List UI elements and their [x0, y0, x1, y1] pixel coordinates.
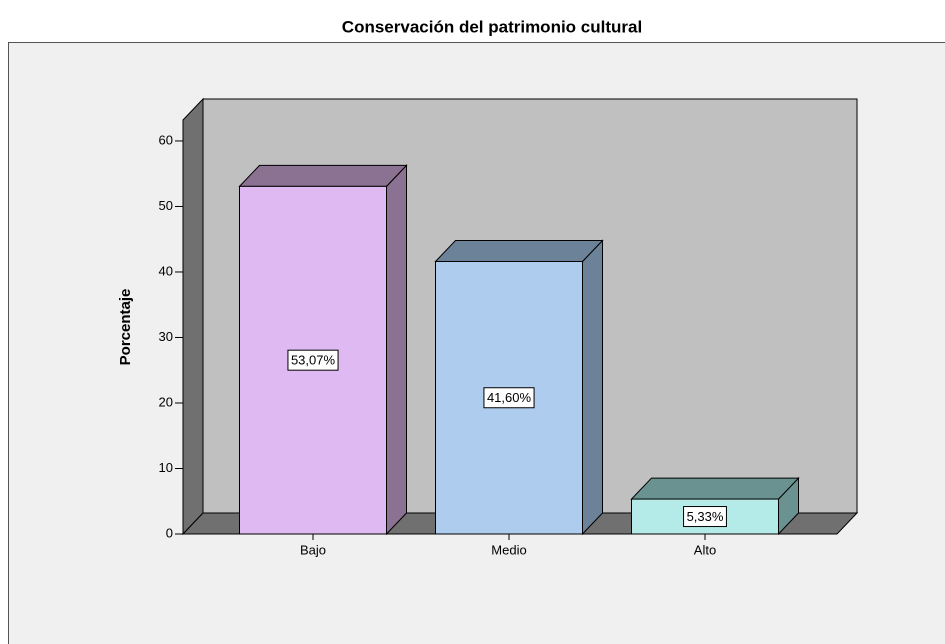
y-tick-label: 10 [159, 460, 173, 475]
bar-side [582, 239, 603, 536]
value-label-box [287, 349, 339, 371]
left-wall [182, 97, 204, 536]
bar-side [386, 164, 407, 536]
value-label-box [483, 387, 535, 409]
x-tick-label: Bajo [300, 542, 326, 557]
y-tick-label: 0 [166, 525, 173, 540]
y-tick-label: 20 [159, 394, 173, 409]
y-axis-title: Porcentaje [117, 289, 134, 366]
value-label: 53,07% [291, 353, 336, 368]
chart-title: Conservación del patrimonio cultural [342, 17, 642, 36]
y-tick-label: 30 [159, 329, 173, 344]
bar-top [630, 477, 800, 500]
x-tick-label: Alto [694, 542, 716, 557]
value-label: 5,33% [687, 509, 724, 524]
y-tick-label: 40 [159, 263, 173, 278]
value-label: 41,60% [487, 390, 532, 405]
x-tick-label: Medio [491, 542, 526, 557]
value-label-box [683, 506, 727, 528]
y-tick-label: 50 [159, 198, 173, 213]
bar-top [238, 164, 408, 187]
y-tick-label: 60 [159, 132, 173, 147]
bar-top [434, 239, 604, 262]
